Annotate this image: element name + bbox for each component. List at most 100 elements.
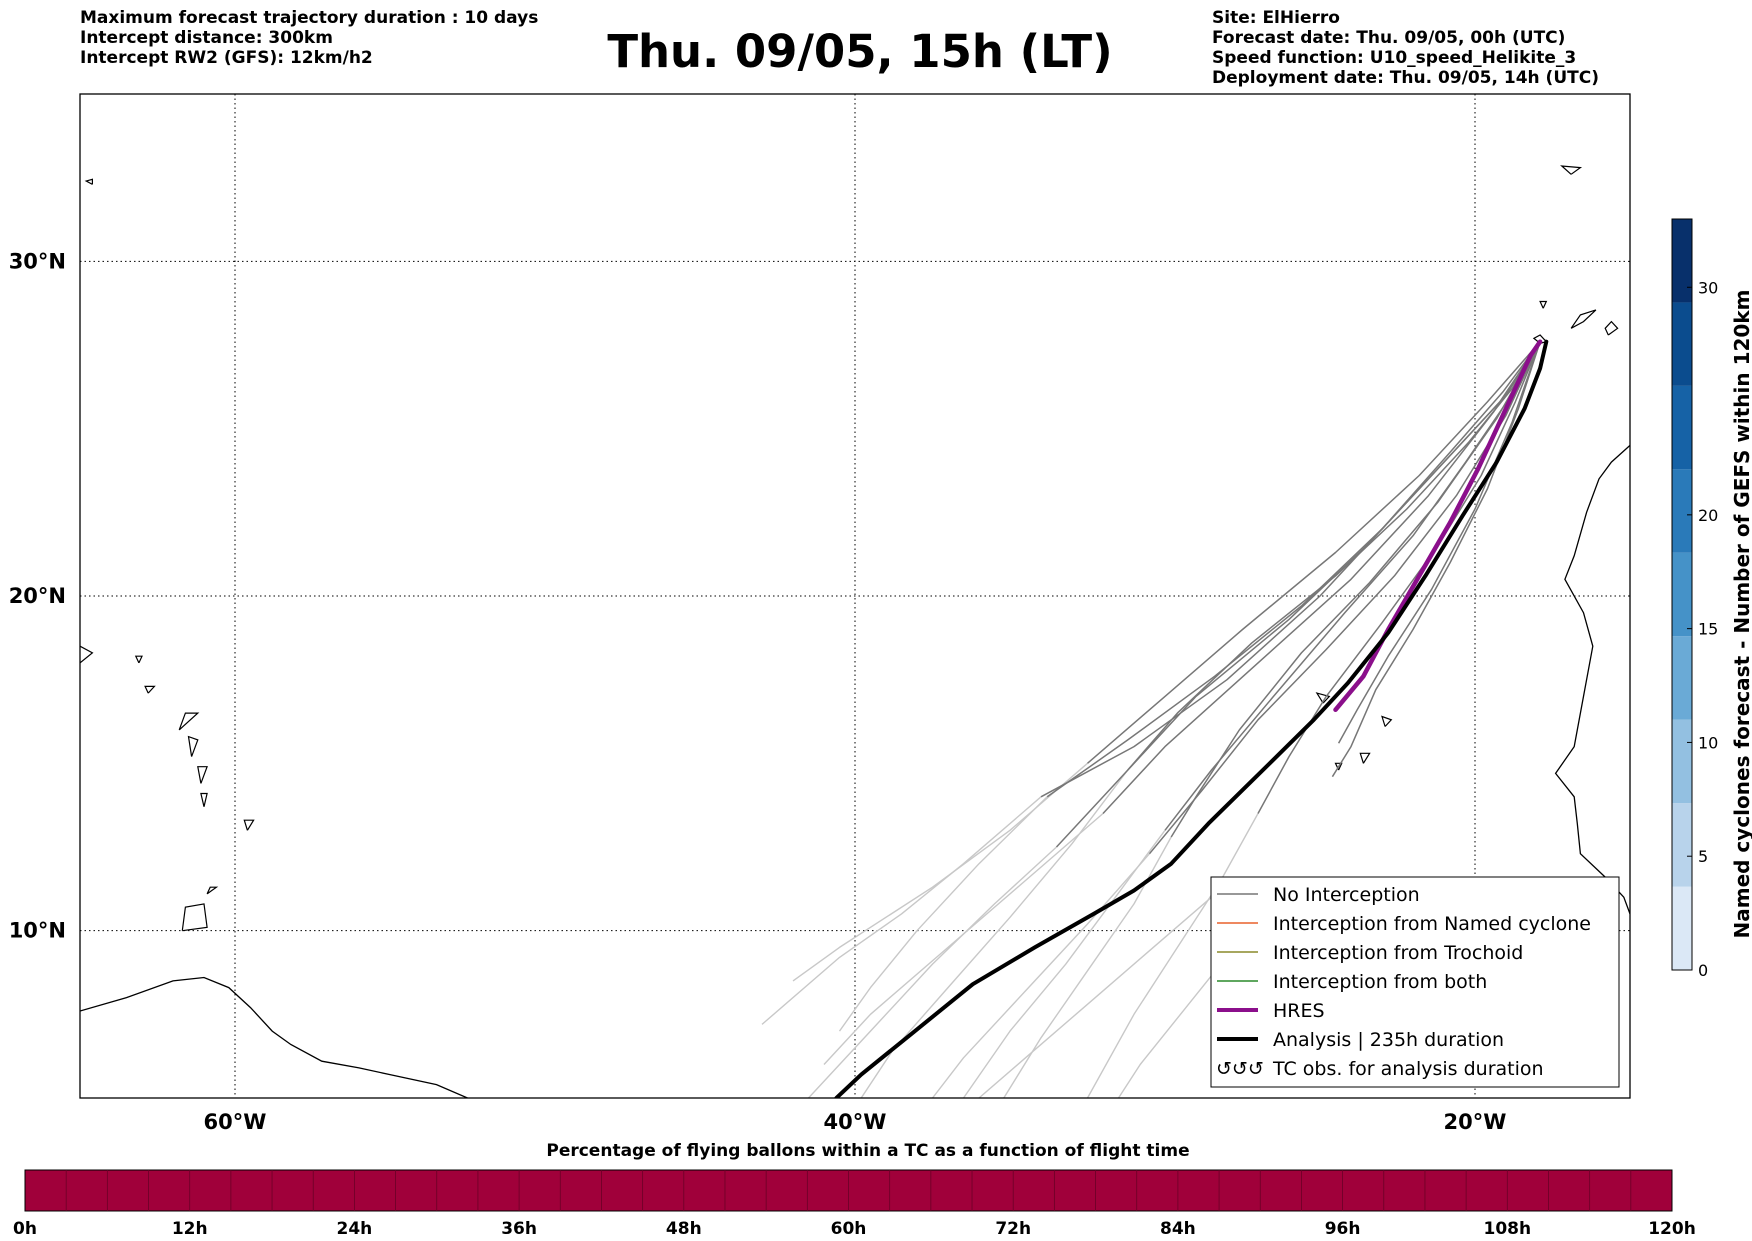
axis-tick-labels: 10°N 20°N 30°N 60°W 40°W 20°W	[9, 249, 1507, 1134]
no-interception-trajectory	[1331, 341, 1541, 778]
faded-trajectory	[931, 853, 1151, 1098]
coastlines	[80, 165, 1664, 1098]
island-outline	[1604, 320, 1619, 336]
colorbar-right-label: Named cyclones forecast - Number of GEFS…	[1730, 290, 1752, 939]
speed-function-line: Speed function: U10_speed_Helikite_3	[1212, 48, 1577, 68]
colorbar-right-band	[1672, 385, 1692, 470]
island-outline	[1532, 334, 1547, 344]
colorbar-bottom-tick-label: 108h	[1484, 1219, 1532, 1239]
colorbar-right-tick-label: 20	[1698, 506, 1718, 525]
map-frame	[79, 93, 1631, 1099]
island-outline	[187, 735, 199, 757]
hres-trajectory	[1333, 339, 1543, 713]
map-area[interactable]	[80, 165, 1664, 1098]
lon-tick-label: 20°W	[1444, 1110, 1507, 1134]
legend-box	[1210, 876, 1620, 1088]
faded-trajectory	[838, 796, 1048, 1032]
island-outline	[1381, 715, 1393, 727]
island-outline	[197, 766, 208, 784]
island-outline	[1642, 308, 1664, 325]
faded-trajectory	[860, 769, 1129, 1098]
colorbar-bottom-tick-label: 12h	[172, 1219, 208, 1239]
legend-label-trochoid: Interception from Trochoid	[1273, 942, 1523, 964]
lon-tick-label: 40°W	[824, 1110, 887, 1134]
legend-label-hres: HRES	[1273, 1000, 1325, 1022]
no-interception-trajectory	[1040, 341, 1541, 798]
colorbar-bottom-tick-label: 96h	[1325, 1219, 1361, 1239]
no-interception-trajectory	[1170, 341, 1541, 838]
island-outline	[1539, 300, 1548, 309]
colorbar-bottom-tick-label: 84h	[1160, 1219, 1196, 1239]
island-outline	[1315, 692, 1331, 704]
faded-trajectory	[978, 896, 1212, 1098]
forecast-date-line: Forecast date: Thu. 09/05, 00h (UTC)	[1212, 28, 1566, 48]
island-outline	[80, 645, 94, 664]
colorbar-right-tick-label: 5	[1698, 847, 1708, 866]
faded-trajectory	[807, 846, 1057, 1098]
no-interception-trajectory	[1046, 341, 1541, 798]
site-line: Site: ElHierro	[1212, 8, 1340, 28]
colorbar-right-tick-label: 0	[1698, 961, 1708, 980]
island-outline	[84, 178, 93, 185]
colorbar-right-tick-label: 30	[1698, 278, 1718, 297]
trajectory-settings: Maximum forecast trajectory duration : 1…	[80, 8, 538, 68]
colorbar-bottom-tick-label: 24h	[337, 1219, 373, 1239]
island-outline	[1570, 309, 1597, 329]
legend-label-no-interception: No Interception	[1273, 884, 1420, 906]
colorbar-right-tick-label: 10	[1698, 733, 1718, 752]
colorbar-bottom: 0h 12h 24h 36h 48h 60h 72h 84h 96h 108h 120h	[13, 1169, 1696, 1239]
colorbar-bottom-title: Percentage of flying ballons within a TC…	[546, 1141, 1189, 1161]
max-duration-line: Maximum forecast trajectory duration : 1…	[80, 8, 539, 28]
colorbar-right-band	[1672, 469, 1692, 553]
legend-label-both: Interception from both	[1273, 971, 1487, 993]
island-outline	[1334, 762, 1343, 771]
colorbar-bottom-tick-label: 48h	[666, 1219, 702, 1239]
faded-trajectory	[1086, 813, 1259, 1098]
colorbar-bottom-tick-label: 60h	[831, 1219, 867, 1239]
west-africa-coast	[1554, 444, 1630, 915]
colorbar-right-band	[1672, 636, 1692, 720]
no-interception-trajectory	[1087, 341, 1541, 764]
intercept-distance-line: Intercept distance: 300km	[80, 28, 333, 48]
legend-label-tc-obs: TC obs. for analysis duration	[1272, 1058, 1544, 1080]
south-america-coast	[80, 976, 468, 1098]
island-outline	[1560, 165, 1583, 175]
colorbar-right: 0 5 10 15 20 30	[1671, 218, 1718, 980]
colorbar-bottom-tick-label: 36h	[501, 1219, 537, 1239]
faded-trajectory	[761, 796, 1042, 1025]
faded-trajectory	[1003, 836, 1172, 1098]
forecast-info: Site: ElHierro Forecast date: Thu. 09/05…	[1212, 8, 1599, 88]
colorbar-bottom-tick-label: 72h	[995, 1219, 1031, 1239]
lat-tick-label: 20°N	[9, 584, 66, 608]
island-outline	[181, 903, 208, 932]
colorbar-bottom-tick-label: 120h	[1648, 1219, 1696, 1239]
lon-tick-label: 60°W	[204, 1110, 267, 1134]
no-interception-trajectory	[1337, 341, 1541, 744]
deployment-date-line: Deployment date: Thu. 09/05, 14h (UTC)	[1212, 68, 1599, 88]
no-interception-trajectories	[1040, 341, 1541, 855]
island-outline	[178, 712, 200, 731]
faded-trajectory	[962, 829, 1166, 1098]
faded-trajectory	[823, 812, 1104, 1065]
colorbar-right-band	[1672, 552, 1692, 637]
no-interception-trajectory	[1055, 341, 1541, 848]
colorbar-right-band	[1672, 219, 1692, 303]
colorbar-right-frame	[1671, 218, 1693, 971]
no-interception-trajectory	[1257, 341, 1541, 814]
island-outline	[144, 685, 156, 694]
tc-obs-symbol: ↺↺↺	[1216, 1058, 1264, 1080]
colorbar-right-band	[1672, 803, 1692, 887]
faded-trajectories	[761, 762, 1259, 1098]
no-interception-trajectory	[1127, 341, 1541, 771]
island-outline	[1359, 752, 1371, 764]
analysis-trajectory	[834, 339, 1549, 1098]
page-title: Thu. 09/05, 15h (LT)	[607, 25, 1113, 78]
island-outline	[243, 819, 255, 831]
island-outline	[134, 655, 143, 664]
colorbar-right-band	[1672, 719, 1692, 804]
legend-label-named-cyclone: Interception from Named cyclone	[1273, 913, 1591, 935]
colorbar-bottom-tick-label: 0h	[13, 1219, 37, 1239]
legend-label-analysis: Analysis | 235h duration	[1273, 1029, 1504, 1051]
island-outline	[206, 886, 219, 895]
